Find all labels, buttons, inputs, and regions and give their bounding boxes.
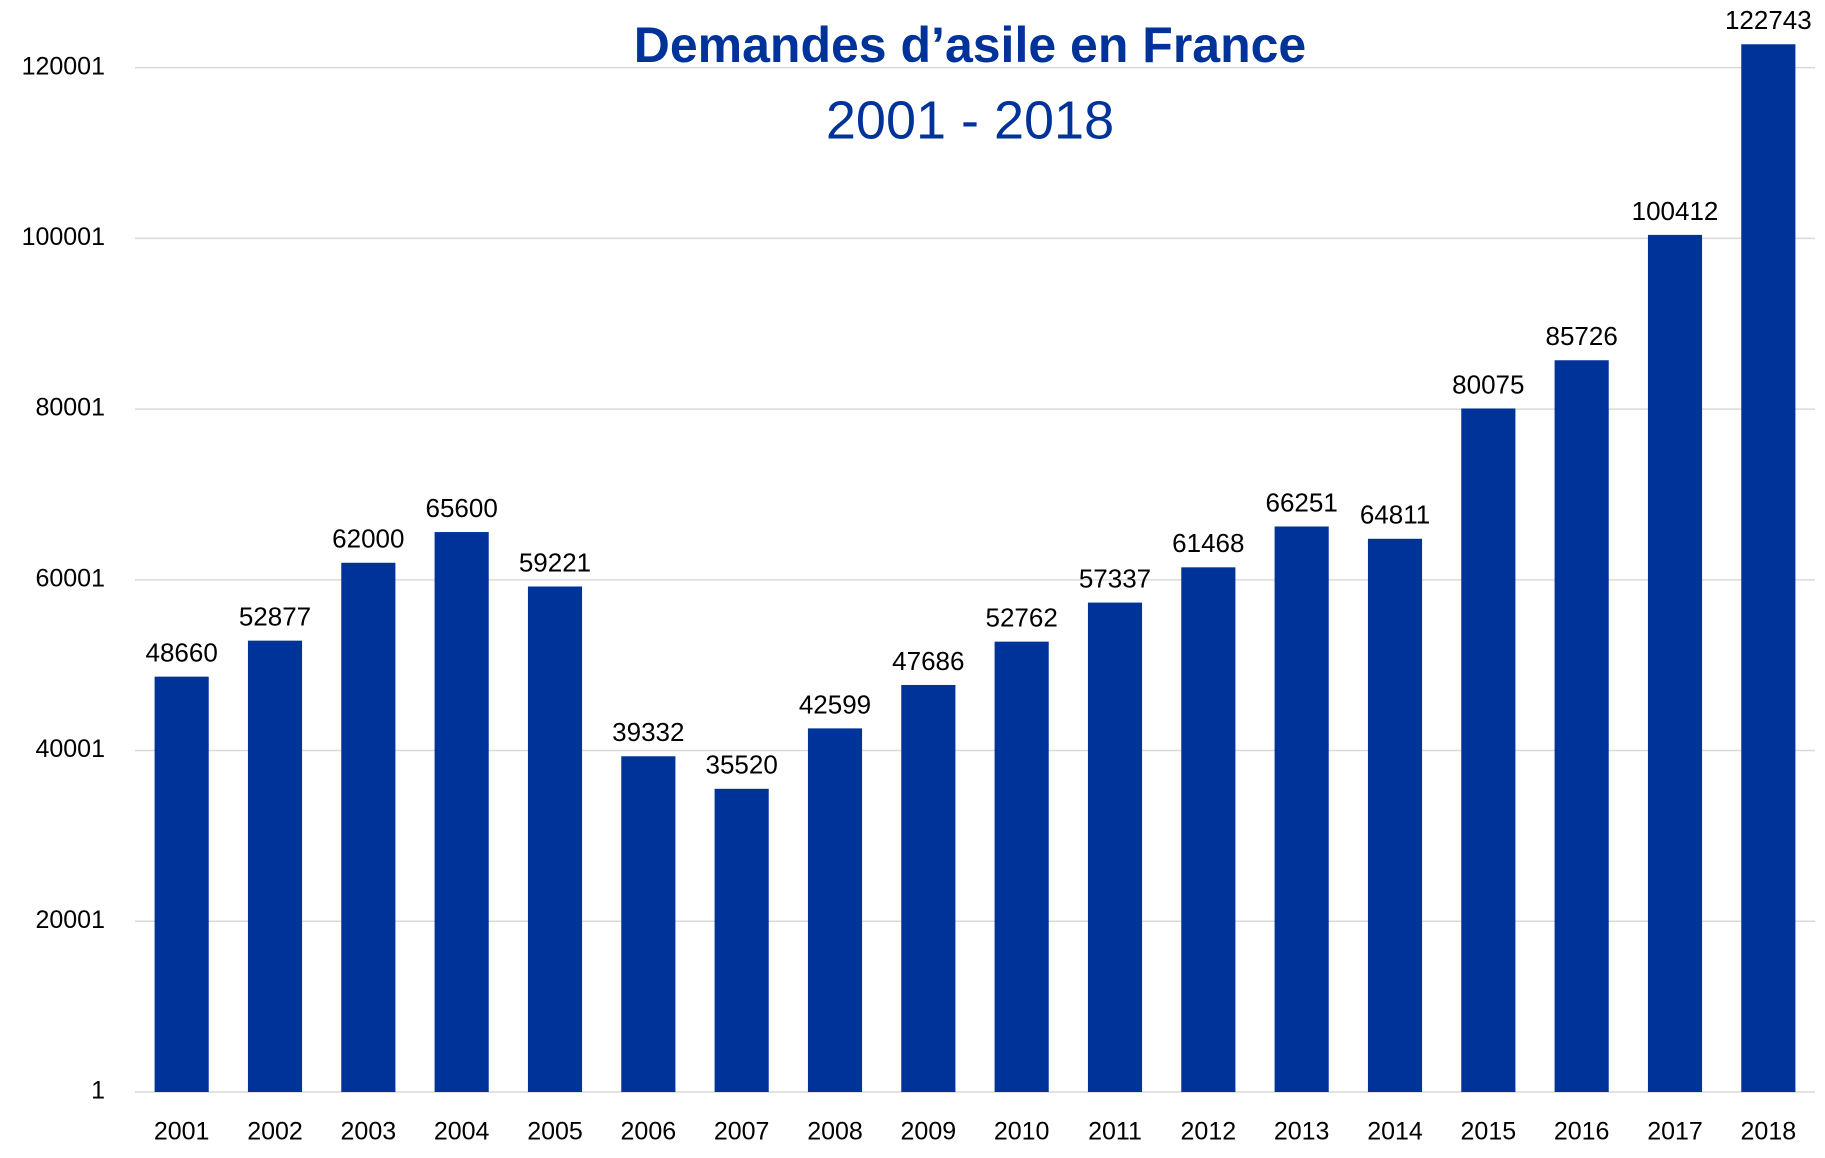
bar <box>1647 234 1703 1092</box>
value-label: 39332 <box>612 717 684 747</box>
y-tick-label: 80001 <box>35 394 105 422</box>
value-label: 85726 <box>1546 321 1618 351</box>
x-tick-label: 2012 <box>1181 1118 1237 1146</box>
value-label: 62000 <box>332 524 404 554</box>
chart-title: Demandes d’asile en France <box>634 17 1307 73</box>
bar <box>901 684 956 1092</box>
value-label: 66251 <box>1266 487 1338 517</box>
bar <box>1274 526 1329 1092</box>
value-label: 52762 <box>986 603 1058 633</box>
x-tick-label: 2008 <box>807 1118 863 1146</box>
bar <box>807 728 863 1092</box>
bar <box>1367 538 1423 1092</box>
x-tick-label: 2001 <box>154 1118 210 1146</box>
bar <box>247 640 303 1092</box>
y-tick-label: 40001 <box>35 735 105 763</box>
value-label: 52877 <box>239 602 311 632</box>
bar <box>1461 408 1516 1092</box>
value-label: 59221 <box>519 547 591 577</box>
x-tick-label: 2006 <box>621 1118 677 1146</box>
value-label: 35520 <box>706 750 778 780</box>
value-label: 47686 <box>892 646 964 676</box>
bar <box>1181 567 1236 1092</box>
bar <box>1087 602 1143 1092</box>
x-tick-label: 2017 <box>1647 1118 1703 1146</box>
y-tick-label: 20001 <box>35 906 105 934</box>
x-tick-label: 2013 <box>1274 1118 1330 1146</box>
bar <box>154 676 209 1092</box>
bar <box>527 586 583 1092</box>
x-tick-label: 2005 <box>527 1118 583 1146</box>
chart-subtitle: 2001 - 2018 <box>826 90 1114 150</box>
x-tick-label: 2016 <box>1554 1118 1610 1146</box>
value-label: 48660 <box>146 638 218 668</box>
bar <box>1741 44 1796 1092</box>
x-tick-label: 2002 <box>247 1118 303 1146</box>
y-tick-label: 1 <box>91 1077 105 1105</box>
bar <box>1554 360 1609 1092</box>
y-tick-label: 120001 <box>22 52 105 80</box>
x-tick-label: 2007 <box>714 1118 770 1146</box>
value-label: 100412 <box>1632 196 1719 226</box>
x-tick-label: 2004 <box>434 1118 490 1146</box>
x-tick-label: 2010 <box>994 1118 1050 1146</box>
value-label: 42599 <box>799 689 871 719</box>
bar <box>994 641 1049 1092</box>
x-tick-label: 2011 <box>1088 1118 1142 1146</box>
bar <box>714 788 769 1092</box>
value-label: 57337 <box>1079 563 1151 593</box>
bar <box>341 562 396 1092</box>
value-label: 64811 <box>1360 500 1430 530</box>
value-label: 65600 <box>426 493 498 523</box>
y-tick-label: 100001 <box>22 223 105 251</box>
bar <box>621 756 676 1092</box>
x-tick-label: 2018 <box>1741 1118 1797 1146</box>
bar <box>434 532 489 1092</box>
x-tick-label: 2003 <box>341 1118 397 1146</box>
value-label: 122743 <box>1725 5 1812 35</box>
y-tick-label: 60001 <box>35 564 105 592</box>
x-tick-label: 2009 <box>901 1118 957 1146</box>
value-label: 61468 <box>1172 528 1244 558</box>
x-tick-label: 2015 <box>1461 1118 1517 1146</box>
x-tick-label: 2014 <box>1367 1118 1423 1146</box>
value-label: 80075 <box>1452 369 1524 399</box>
